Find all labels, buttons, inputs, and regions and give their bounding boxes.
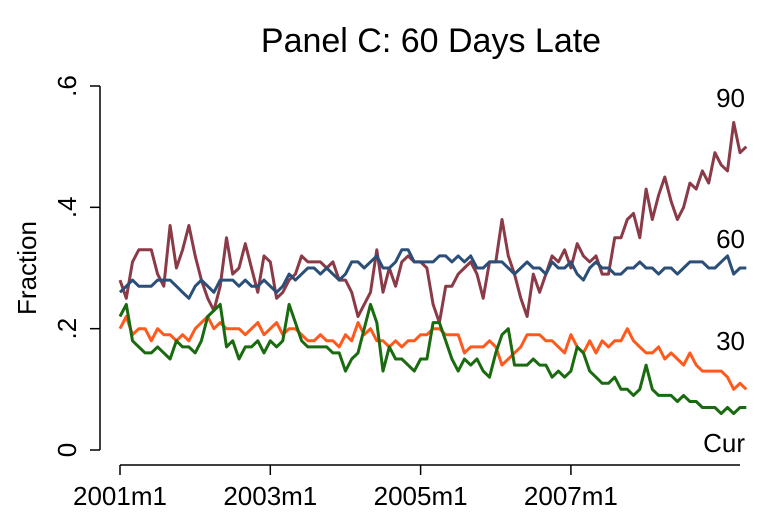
series-label-60: 60 [716, 224, 745, 254]
y-tick-label: 0 [52, 443, 82, 457]
x-tick-label: 2005m1 [374, 481, 468, 511]
series-labels: 90 60 30 Cur [703, 83, 745, 458]
series-lines [118, 120, 748, 416]
y-axis-label: Fraction [12, 221, 42, 315]
series-line-90 [118, 120, 748, 325]
y-tick-label: .2 [52, 318, 82, 340]
series-label-30: 30 [716, 326, 745, 356]
chart-title: Panel C: 60 Days Late [261, 22, 601, 60]
y-tick-label: .4 [52, 196, 82, 218]
x-tick-label: 2003m1 [223, 481, 317, 511]
y-axis: 0 .2 .4 .6 [52, 75, 101, 457]
series-line-60 [118, 248, 747, 300]
x-axis: 2001m1 2003m1 2005m1 2007m1 [73, 464, 740, 511]
x-tick-label: 2001m1 [73, 481, 167, 511]
series-line-cur [118, 302, 747, 416]
x-tick-label: 2007m1 [524, 481, 618, 511]
series-label-cur: Cur [703, 428, 745, 458]
y-tick-label: .6 [52, 75, 82, 97]
series-label-90: 90 [716, 83, 745, 113]
